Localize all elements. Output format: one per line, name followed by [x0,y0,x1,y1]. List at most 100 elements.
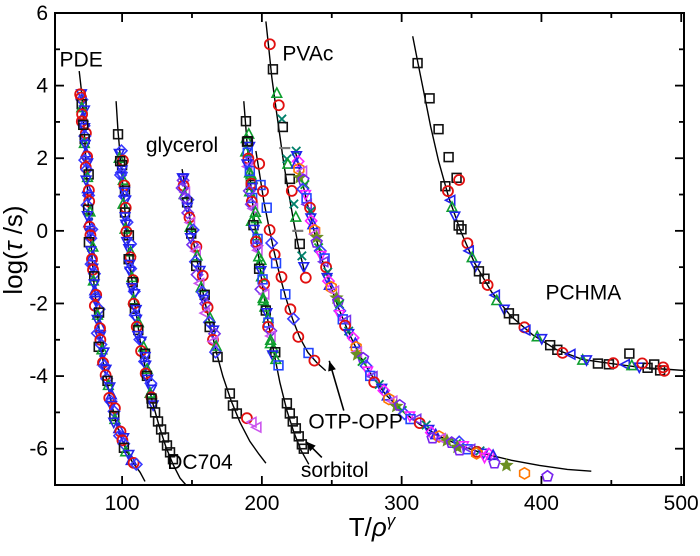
circle-marker [368,376,381,389]
y-tick-label: 0 [36,220,48,243]
triangle-down-marker [422,424,435,437]
x-marker [297,251,307,261]
series-label-glycerol: glycerol [146,134,218,157]
triangle-down-marker [131,330,144,343]
pentagon-marker [488,456,501,469]
triangle-up-marker [306,217,319,230]
triangle-up-marker [531,329,544,342]
triangle-up-marker [209,339,223,351]
triangle-down-marker [260,308,274,320]
diamond-marker [114,166,129,180]
square-marker [303,347,314,359]
diamond-marker [286,312,301,326]
x-tick-label: 300 [384,492,419,515]
square-marker [337,314,348,325]
circle-marker [116,434,129,447]
square-marker [167,454,179,465]
fit-line-PVAc [265,21,306,273]
square-marker [287,416,298,427]
circle-marker [284,303,297,316]
triangle-up-marker [490,293,503,306]
label-arrow-OTP-OPP-head [328,360,336,372]
circle-marker [657,361,670,374]
triangle-down-marker [147,400,160,413]
diamond-marker [75,92,89,107]
series-label-OTP-OPP: OTP-OPP [308,410,403,433]
hexagon-marker [518,466,531,480]
triangle-down-marker [117,433,130,445]
triangle-down-marker [448,211,461,224]
circle-marker [99,369,112,382]
x-marker [357,356,367,367]
triangle-up-marker [113,151,126,164]
triangle-up-marker [124,244,137,257]
diamond-marker [264,236,279,250]
triangle-down-marker [299,189,312,202]
square-marker [412,57,423,69]
star-marker [499,457,514,472]
triangle-down-marker [240,159,254,171]
square-marker [298,443,310,454]
x-tick-label: 100 [105,492,140,515]
triangle-down-marker [177,173,190,186]
diamond-marker [333,304,347,318]
triangle-up-marker [281,157,294,169]
circle-marker [636,357,649,370]
square-marker [508,314,520,325]
square-marker [252,233,263,245]
diamond-marker [88,290,103,305]
circle-marker [299,271,312,284]
square-marker [451,172,462,184]
circle-marker [201,301,214,314]
square-marker [204,321,215,333]
square-marker [155,424,167,435]
square-marker [244,165,256,177]
series-PDE [74,71,146,482]
circle-marker [275,271,288,283]
triangle-up-marker [105,387,118,400]
triangle-down-marker [103,382,116,395]
triangle-down-marker [88,279,101,291]
triangle-left-marker [295,164,308,178]
triangle-down-marker [181,202,194,215]
square-marker [273,360,284,371]
triangle-up-marker [289,210,302,222]
square-marker [118,442,130,453]
circle-marker [82,184,95,197]
square-marker [280,289,291,300]
square-marker [267,64,279,75]
circle-marker [607,357,620,370]
square-marker [109,410,120,422]
x-axis-title: T/ργ [349,511,397,542]
triangle-up-marker [250,211,263,224]
triangle-up-marker [264,333,277,346]
triangle-down-marker [120,236,133,249]
triangle-left-marker [518,324,531,337]
triangle-left-marker [366,370,378,383]
circle-marker [442,185,454,197]
triangle-left-marker [300,198,313,211]
triangle-up-marker [269,352,282,365]
diamond-marker [242,184,257,198]
diamond-marker [90,326,105,341]
triangle-down-marker [97,347,111,360]
triangle-down-marker [197,294,210,307]
triangle-down-marker [580,355,593,367]
triangle-up-marker [445,200,459,212]
triangle-up-marker [117,173,130,186]
triangle-left-marker [327,284,340,298]
square-marker [93,307,105,318]
square-marker [294,238,305,250]
triangle-down-marker [119,219,132,232]
square-marker [479,273,490,284]
triangle-left-marker [339,314,352,327]
diamond-marker [178,191,192,205]
circle-marker [263,224,276,236]
label-arrow-sorbitol-head [305,441,316,452]
square-marker [293,431,304,442]
triangle-up-marker [86,249,99,262]
circle-marker [320,261,333,274]
triangle-down-marker [94,331,107,344]
triangle-down-marker [79,139,92,152]
series-PCHMA [412,36,686,377]
